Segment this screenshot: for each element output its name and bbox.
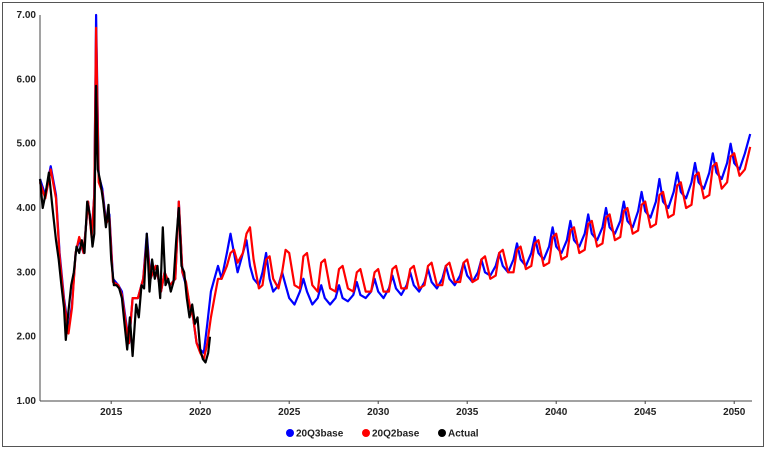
legend-marker-20q2base [362,429,370,437]
x-tick-label-3: 2030 [367,407,390,418]
x-tick-label-0: 2015 [100,407,123,418]
series-line-20q2base [38,26,752,361]
series-line-20q3base [38,13,752,354]
legend-label-actual: Actual [448,429,479,440]
x-tick-label-7: 2050 [723,407,746,418]
y-tick-label-3: 4.00 [17,203,37,214]
x-tick-label-1: 2020 [189,407,212,418]
legend-label-20q3base: 20Q3base [296,429,344,440]
legend-marker-actual [438,429,446,437]
x-tick-label-5: 2040 [545,407,568,418]
y-tick-label-0: 1.00 [17,396,37,407]
y-tick-label-5: 6.00 [17,74,37,85]
y-tick-label-2: 3.00 [17,267,37,278]
x-tick-label-2: 2025 [278,407,301,418]
x-tick-label-4: 2035 [456,407,479,418]
legend-marker-20q3base [286,429,294,437]
legend-label-20q2base: 20Q2base [372,429,420,440]
y-tick-label-6: 7.00 [17,10,37,21]
series-line-actual [38,84,212,364]
chart-frame [2,2,764,447]
y-tick-label-1: 2.00 [17,332,37,343]
y-tick-label-4: 5.00 [17,139,37,150]
x-tick-label-6: 2045 [634,407,657,418]
